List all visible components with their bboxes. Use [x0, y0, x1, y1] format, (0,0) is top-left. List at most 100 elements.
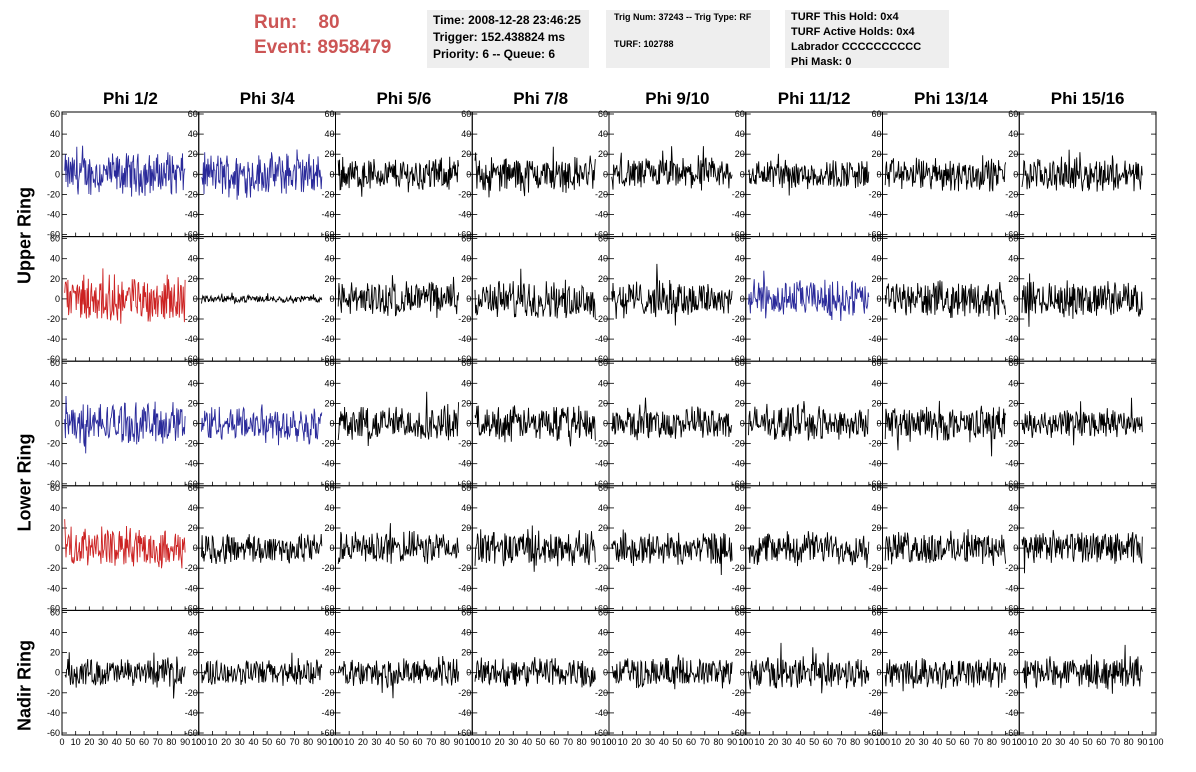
y-tick-label: 0 — [329, 543, 334, 553]
waveform-trace — [748, 270, 870, 322]
x-tick-label: 50 — [946, 737, 956, 747]
trig-num-text: Trig Num: 37243 -- Trig Type: RF — [614, 12, 752, 22]
y-tick-label: 40 — [1008, 254, 1018, 264]
x-tick-label: 60 — [276, 737, 286, 747]
x-tick-label: 30 — [372, 737, 382, 747]
y-tick-label: 60 — [50, 109, 60, 119]
y-tick-label: -40 — [47, 459, 60, 469]
x-tick-label: 10 — [207, 737, 217, 747]
y-tick-label: -60 — [321, 230, 334, 240]
y-tick-label: 60 — [735, 109, 745, 119]
phi-column-label: Phi 3/4 — [240, 89, 295, 108]
x-tick-label: 50 — [399, 737, 409, 747]
phi-column-label: Phi 13/14 — [914, 89, 988, 108]
y-tick-label: 20 — [735, 398, 745, 408]
y-tick-label: -40 — [47, 334, 60, 344]
y-tick-label: -60 — [868, 728, 881, 738]
y-tick-label: 0 — [876, 419, 881, 429]
y-tick-label: 60 — [50, 234, 60, 244]
waveform-trace — [337, 156, 460, 197]
y-tick-label: -60 — [1005, 728, 1018, 738]
y-tick-label: 20 — [50, 274, 60, 284]
y-tick-label: 0 — [740, 419, 745, 429]
y-tick-label: 60 — [871, 109, 881, 119]
y-tick-label: 20 — [735, 648, 745, 658]
y-tick-label: 0 — [55, 169, 60, 179]
x-tick-label: 40 — [112, 737, 122, 747]
y-tick-label: 60 — [598, 109, 608, 119]
y-tick-label: 0 — [603, 668, 608, 678]
y-tick-label: -20 — [868, 439, 881, 449]
y-tick-label: -20 — [47, 314, 60, 324]
y-tick-label: -40 — [868, 210, 881, 220]
trigger-text: Trigger: 152.438824 ms — [433, 30, 566, 44]
y-tick-label: 60 — [735, 607, 745, 617]
y-tick-label: 40 — [871, 628, 881, 638]
y-tick-label: 40 — [735, 628, 745, 638]
x-tick-label: 0 — [470, 737, 475, 747]
x-tick-label: 70 — [700, 737, 710, 747]
x-tick-label: 80 — [850, 737, 860, 747]
y-tick-label: 60 — [598, 358, 608, 368]
x-tick-label: 90 — [317, 737, 327, 747]
y-tick-label: -40 — [595, 459, 608, 469]
y-tick-label: 0 — [193, 294, 198, 304]
y-tick-label: 40 — [50, 628, 60, 638]
y-tick-label: -40 — [595, 708, 608, 718]
y-tick-label: 20 — [324, 398, 334, 408]
x-tick-label: 30 — [235, 737, 245, 747]
x-tick-label: 90 — [727, 737, 737, 747]
waveform-trace — [1021, 397, 1143, 446]
y-tick-label: -20 — [732, 688, 745, 698]
y-tick-label: -60 — [595, 603, 608, 613]
x-tick-label: 30 — [98, 737, 108, 747]
y-tick-label: -40 — [868, 708, 881, 718]
y-tick-label: -20 — [185, 563, 198, 573]
y-tick-label: -40 — [868, 459, 881, 469]
y-tick-label: -40 — [321, 708, 334, 718]
waveform-trace — [748, 531, 870, 568]
x-tick-label: 10 — [1028, 737, 1038, 747]
y-tick-label: -60 — [868, 603, 881, 613]
y-tick-label: -20 — [321, 688, 334, 698]
y-tick-label: 40 — [735, 254, 745, 264]
panel-frame — [1018, 360, 1157, 487]
x-tick-label: 50 — [809, 737, 819, 747]
waveform-trace — [884, 400, 1007, 457]
y-tick-label: -40 — [321, 583, 334, 593]
x-tick-label: 10 — [618, 737, 628, 747]
y-tick-label: -20 — [458, 439, 471, 449]
x-tick-label: 70 — [1110, 737, 1120, 747]
y-tick-label: 60 — [50, 607, 60, 617]
waveform-trace — [611, 146, 733, 191]
x-tick-label: 20 — [768, 737, 778, 747]
time-text: Time: 2008-12-28 23:46:25 — [433, 13, 581, 27]
y-tick-label: -60 — [321, 354, 334, 364]
y-tick-label: -40 — [321, 210, 334, 220]
x-tick-label: 10 — [344, 737, 354, 747]
event-row: Event: 8958479 — [254, 35, 391, 60]
y-tick-label: -20 — [185, 439, 198, 449]
x-tick-label: 90 — [180, 737, 190, 747]
y-tick-label: 0 — [466, 668, 471, 678]
y-tick-label: 60 — [1008, 234, 1018, 244]
y-tick-label: 40 — [461, 129, 471, 139]
x-tick-label: 80 — [577, 737, 587, 747]
y-tick-label: -20 — [47, 688, 60, 698]
y-tick-label: 40 — [598, 503, 608, 513]
y-tick-label: -60 — [1005, 479, 1018, 489]
y-tick-label: 40 — [871, 129, 881, 139]
x-tick-label: 70 — [563, 737, 573, 747]
y-tick-label: 60 — [1008, 483, 1018, 493]
y-tick-label: 20 — [461, 149, 471, 159]
waveform-trace — [337, 655, 460, 699]
y-tick-label: 20 — [598, 523, 608, 533]
x-tick-label: 100 — [465, 737, 480, 747]
y-tick-label: -40 — [185, 210, 198, 220]
y-tick-label: 40 — [324, 254, 334, 264]
y-tick-label: 20 — [735, 274, 745, 284]
waveform-trace — [1021, 273, 1143, 327]
waveform-trace — [884, 280, 1007, 320]
y-tick-label: -20 — [458, 688, 471, 698]
y-tick-label: 60 — [188, 109, 198, 119]
